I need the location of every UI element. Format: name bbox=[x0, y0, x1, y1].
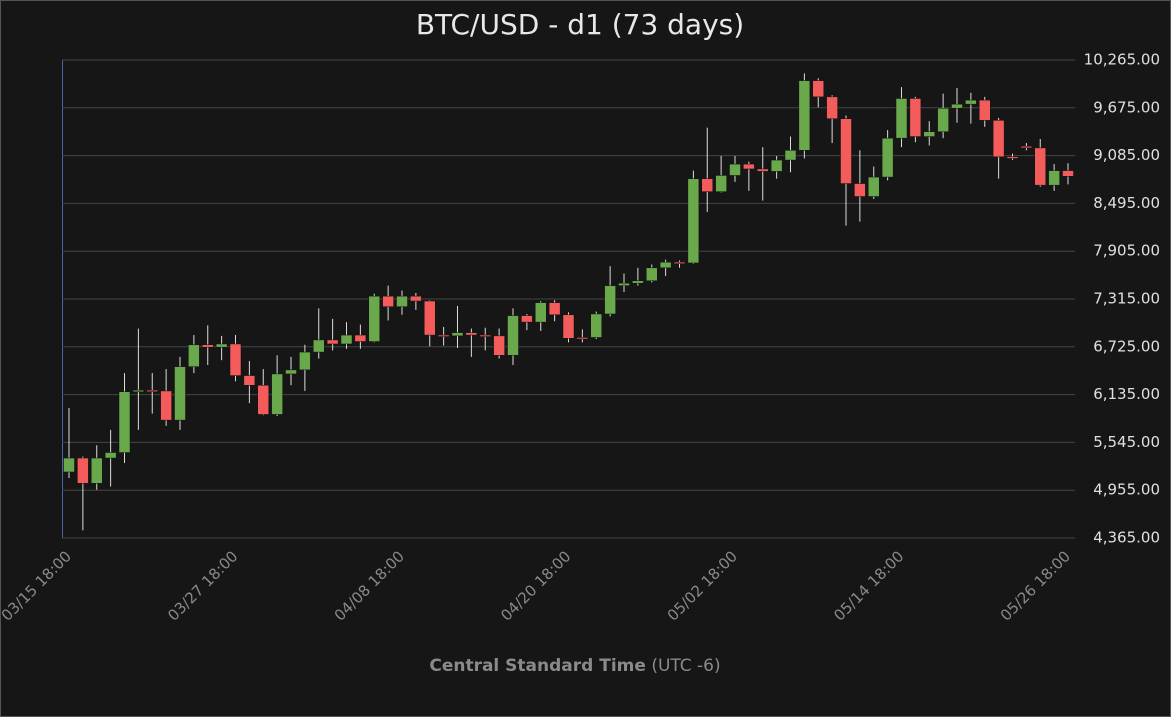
candle-body bbox=[590, 313, 602, 338]
candle-body bbox=[535, 302, 547, 323]
candle-body bbox=[895, 98, 908, 139]
candle-body bbox=[77, 457, 89, 484]
candle-body bbox=[784, 150, 797, 161]
candle-body bbox=[923, 131, 935, 137]
candle-body bbox=[576, 337, 589, 340]
y-tick-label: 7,905.00 bbox=[1093, 242, 1160, 260]
candle-body bbox=[160, 390, 172, 421]
candle-body bbox=[673, 261, 686, 264]
candle-body bbox=[979, 99, 991, 121]
candle-body bbox=[479, 334, 491, 337]
candle-body bbox=[410, 295, 422, 302]
candle-body bbox=[618, 282, 630, 286]
x-axis-note: (UTC -6) bbox=[651, 656, 720, 676]
candle-body bbox=[881, 137, 894, 178]
y-tick-label: 4,365.00 bbox=[1093, 529, 1160, 547]
candle-body bbox=[354, 334, 367, 342]
y-tick-label: 10,265.00 bbox=[1084, 51, 1160, 69]
candle-body bbox=[729, 163, 741, 176]
candle-body bbox=[257, 385, 269, 415]
candle-body bbox=[992, 120, 1005, 158]
candle-body bbox=[798, 80, 811, 151]
candle-body bbox=[299, 351, 311, 371]
candle-body bbox=[840, 118, 852, 184]
candle-body bbox=[826, 96, 838, 119]
candle-body bbox=[1048, 170, 1060, 186]
y-tick-label: 5,545.00 bbox=[1093, 433, 1160, 451]
candle-body bbox=[437, 334, 450, 337]
candle-body bbox=[313, 339, 325, 353]
candle-body bbox=[659, 261, 672, 269]
candle-body bbox=[562, 314, 575, 339]
x-axis-label: Central Standard Time (UTC -6) bbox=[429, 656, 720, 676]
candle-body bbox=[1020, 146, 1033, 149]
candle-body bbox=[271, 373, 283, 415]
candle-body bbox=[215, 343, 228, 348]
candle-body bbox=[229, 343, 242, 376]
x-axis-title: Central Standard Time bbox=[429, 656, 646, 676]
candle-body bbox=[757, 168, 769, 172]
candle-body bbox=[174, 366, 186, 421]
candle-body bbox=[243, 375, 256, 386]
candle-body bbox=[202, 344, 214, 348]
candle-body bbox=[868, 176, 880, 197]
y-tick-label: 4,955.00 bbox=[1093, 481, 1160, 499]
candle-body bbox=[951, 103, 963, 109]
candle-body bbox=[507, 315, 519, 356]
candle-body bbox=[965, 99, 977, 105]
candle-body bbox=[132, 389, 145, 393]
candle-body bbox=[104, 452, 117, 459]
candle-body bbox=[909, 98, 922, 137]
candle-body bbox=[632, 280, 644, 284]
candle-body bbox=[368, 295, 380, 342]
candle-body bbox=[326, 339, 339, 345]
candle-body bbox=[188, 344, 200, 367]
candle-body bbox=[937, 107, 949, 132]
candle-body bbox=[812, 80, 824, 98]
candle-body bbox=[465, 332, 478, 336]
candle-body bbox=[1034, 147, 1046, 186]
chart-title: BTC/USD - d1 (73 days) bbox=[416, 8, 744, 41]
candle-body bbox=[743, 163, 755, 170]
candle-body bbox=[424, 300, 436, 336]
candle-body bbox=[63, 457, 75, 473]
candle-body bbox=[340, 334, 353, 345]
y-tick-label: 6,725.00 bbox=[1093, 337, 1160, 355]
y-tick-label: 8,495.00 bbox=[1093, 194, 1160, 212]
candle-body bbox=[451, 332, 464, 337]
candle-body bbox=[118, 391, 131, 453]
candle-body bbox=[687, 178, 700, 264]
candle-body bbox=[548, 302, 561, 316]
candle-body bbox=[91, 457, 103, 484]
candle-body bbox=[770, 159, 783, 172]
candle-body bbox=[285, 369, 297, 375]
candle-body bbox=[493, 335, 505, 356]
candle-body bbox=[701, 178, 713, 192]
candle-body bbox=[715, 175, 727, 192]
candle-body bbox=[1006, 156, 1019, 159]
candle-body bbox=[604, 285, 616, 315]
y-tick-label: 7,315.00 bbox=[1093, 290, 1160, 308]
y-tick-label: 9,675.00 bbox=[1093, 98, 1160, 116]
candle-body bbox=[382, 295, 394, 307]
candle-body bbox=[854, 183, 866, 197]
candle-body bbox=[1062, 170, 1074, 177]
candle-body bbox=[646, 267, 658, 282]
candle-body bbox=[396, 295, 408, 307]
y-tick-label: 6,135.00 bbox=[1093, 385, 1160, 403]
candle-body bbox=[146, 389, 158, 392]
y-tick-label: 9,085.00 bbox=[1093, 146, 1160, 164]
candle-body bbox=[521, 315, 533, 323]
